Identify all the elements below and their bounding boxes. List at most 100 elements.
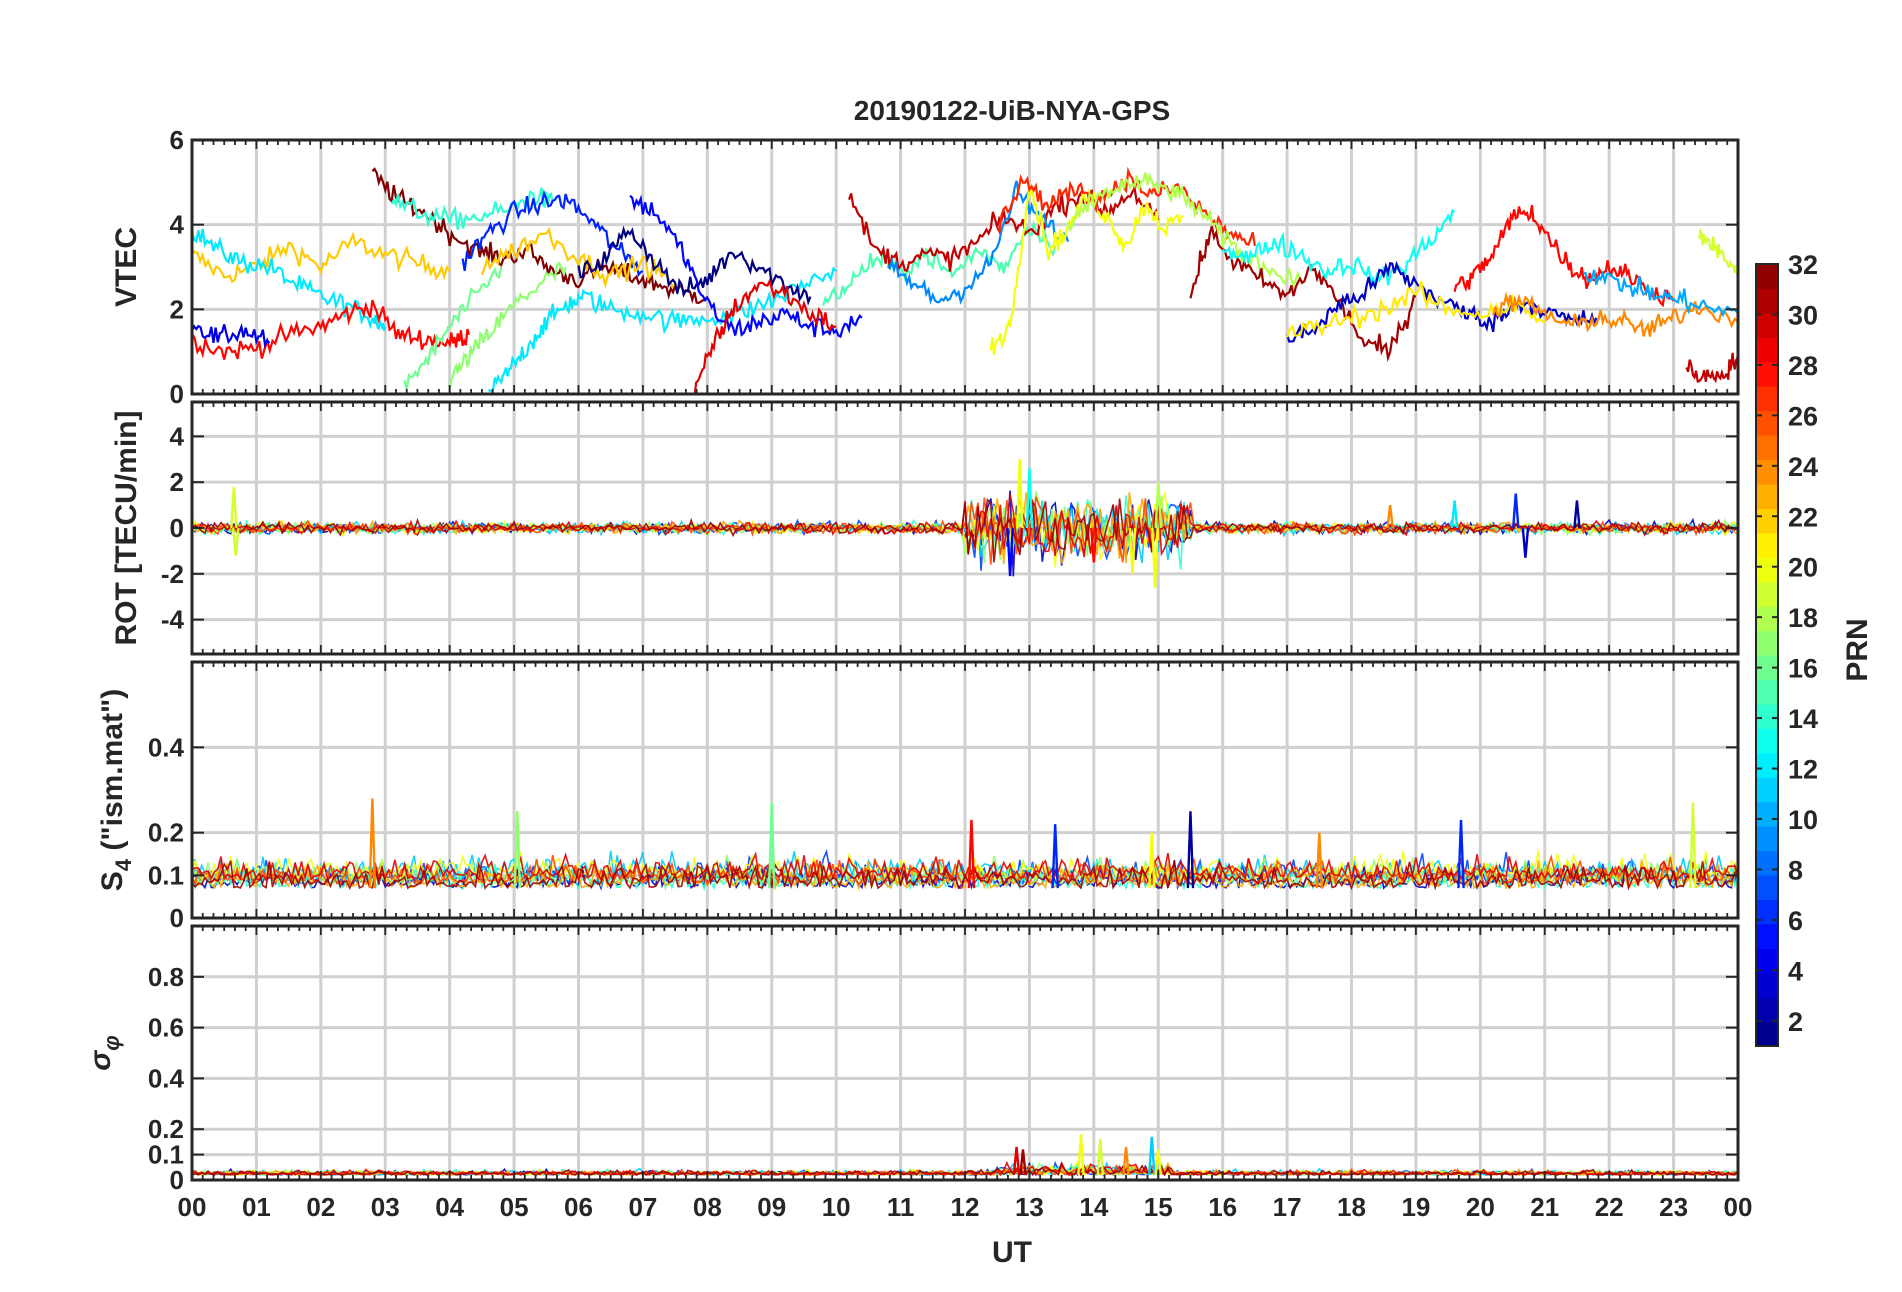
noise-trace-prn-23 [192,858,1738,891]
colorbar-band [1756,459,1778,485]
panel-4: 00.10.2 0.4 0.6 0.8 σφ [84,924,1740,1195]
chart-title: 20190122-UiB-NYA-GPS [854,95,1170,126]
colorbar-band [1756,850,1778,876]
spike-prn-19 [230,486,238,529]
colorbar-tick-label: 10 [1788,805,1818,835]
series-line-prn-18 [1067,171,1302,289]
series-line-prn-16 [403,266,503,390]
x-tick-label: 14 [1079,1192,1108,1222]
y-tick-label: 0.2 [148,818,184,848]
y-tick-label: 0.2 [148,1114,184,1144]
colorbar-band [1756,435,1778,461]
spike-prn-24 [368,798,377,889]
y-tick-label: 4 [170,210,185,240]
spike-prn-5 [1006,527,1014,577]
series-line-prn-21 [1286,281,1546,338]
x-tick-label: 22 [1595,1192,1624,1222]
series-line-prn-31 [1189,225,1417,363]
colorbar-band [1756,630,1778,656]
y-tick-label: 0 [170,1165,184,1195]
series-line-prn-15 [822,219,1057,306]
colorbar-band [1756,581,1778,607]
spike-prn-19 [1096,1139,1105,1176]
x-tick-label: 15 [1144,1192,1173,1222]
colorbar-band [1756,386,1778,412]
series-line-prn-19 [1698,227,1738,275]
series-line-prn-28 [1453,204,1675,308]
colorbar-band [1756,361,1778,387]
y-tick-label: 0 [170,513,184,543]
colorbar-tick-label: 30 [1788,300,1818,330]
colorbar-band [1756,923,1778,949]
spike-prn-2 [1573,500,1581,529]
colorbar-tick-label: 8 [1788,855,1803,885]
y-axis-label: σφ [84,1035,124,1070]
y-tick-label: 0 [170,903,184,933]
panel-1: 0 2 4 6 VTEC [110,125,1740,409]
spike-prn-13 [1025,468,1034,529]
x-tick-label: 05 [500,1192,529,1222]
colorbar-band [1756,899,1778,925]
spike-prn-16 [767,802,776,889]
colorbar-band [1756,801,1778,827]
x-tick-label: 04 [435,1192,464,1222]
series-line-prn-30 [1685,352,1738,384]
x-tick-label: 02 [306,1192,335,1222]
series-line-prn-12 [488,266,837,393]
spike-prn-24 [1386,504,1394,529]
x-tick-label: 19 [1401,1192,1430,1222]
colorbar-band [1756,264,1778,290]
colorbar-tick-label: 26 [1788,401,1818,431]
x-tick-label: 13 [1015,1192,1044,1222]
panel-3: 0 0.1 0.2 0.4 S4 ("ism.mat") [96,660,1740,933]
x-tick-label: 11 [887,1192,915,1222]
series-line-prn-3 [1286,260,1598,343]
colorbar-label: PRN [1841,618,1874,681]
series-line-prn-9 [886,180,1070,305]
x-tick-label: 07 [628,1192,657,1222]
spike-prn-20 [1077,1134,1085,1175]
series-line-prn-24 [1492,291,1738,337]
colorbar-band [1756,728,1778,754]
spike-prn-19 [1689,802,1697,889]
spike-prn-18 [1154,482,1163,529]
series-group [192,459,1738,588]
spike-prn-31 [1019,1149,1027,1176]
colorbar-tick-label: 6 [1788,906,1803,936]
spike-prn-11 [1148,1136,1156,1176]
spike-prn-20 [1015,459,1024,529]
x-tick-label: 10 [822,1192,851,1222]
y-tick-label: 0.8 [148,962,184,992]
x-tick-label: 21 [1530,1192,1559,1222]
panel-2: -4 -2 0 2 4 ROT [TECU/min] [110,400,1740,656]
y-tick-label: 0.4 [148,1063,185,1093]
colorbar-band [1756,752,1778,778]
colorbar-band [1756,288,1778,314]
spike-prn-20 [1154,1149,1163,1176]
colorbar-band [1756,826,1778,852]
colorbar-tick-label: 24 [1788,452,1818,482]
y-tick-label: -4 [161,605,185,635]
colorbar-band [1756,972,1778,998]
colorbar-band [1756,874,1778,900]
colorbar-band [1756,557,1778,583]
colorbar-tick-label: 18 [1788,603,1818,633]
colorbar-tick-label: 32 [1788,250,1818,280]
spike-prn-24 [1315,832,1324,889]
colorbar-band [1756,483,1778,509]
y-axis-label: ROT [TECU/min] [110,411,143,646]
x-tick-label: 12 [951,1192,980,1222]
colorbar-band [1756,948,1778,974]
colorbar-band [1756,606,1778,632]
spike-prn-28 [967,819,976,889]
colorbar-tick-label: 12 [1788,755,1818,785]
spike-prn-2 [1186,811,1195,889]
spike-prn-6 [1511,493,1520,529]
colorbar-band [1756,777,1778,803]
spike-prn-3 [1521,527,1530,558]
series-line-prn-29 [693,278,837,394]
colorbar-band [1756,532,1778,558]
colorbar-tick-label: 28 [1788,351,1818,381]
x-tick-label: 00 [178,1192,207,1222]
